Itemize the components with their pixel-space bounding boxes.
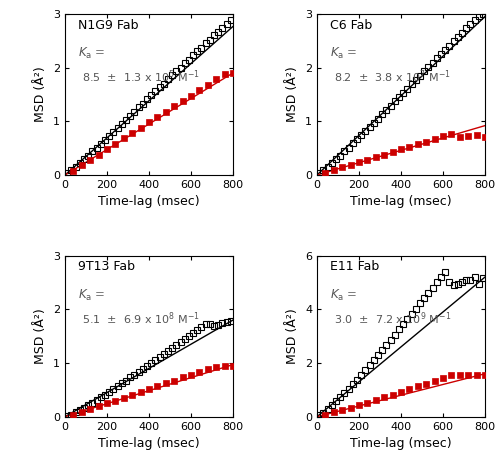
Y-axis label: MSD (Å²): MSD (Å²) [34,308,48,364]
X-axis label: Time-lag (msec): Time-lag (msec) [350,437,452,450]
Y-axis label: MSD (Å²): MSD (Å²) [286,67,300,122]
X-axis label: Time-lag (msec): Time-lag (msec) [350,195,452,208]
Text: 3.0  ±  7.2 x 10$^{9}$ M$^{-1}$: 3.0 ± 7.2 x 10$^{9}$ M$^{-1}$ [334,310,451,327]
Text: C6 Fab: C6 Fab [330,19,372,32]
Text: E11 Fab: E11 Fab [330,260,380,274]
Text: N1G9 Fab: N1G9 Fab [78,19,139,32]
Text: $K_{\mathrm{a}}$ =: $K_{\mathrm{a}}$ = [78,46,106,61]
Text: $K_{\mathrm{a}}$ =: $K_{\mathrm{a}}$ = [330,288,358,303]
Y-axis label: MSD (Å²): MSD (Å²) [286,308,300,364]
Y-axis label: MSD (Å²): MSD (Å²) [34,67,48,122]
Text: $K_{\mathrm{a}}$ =: $K_{\mathrm{a}}$ = [330,46,358,61]
Text: 5.1  ±  6.9 x 10$^{8}$ M$^{-1}$: 5.1 ± 6.9 x 10$^{8}$ M$^{-1}$ [82,310,200,327]
Text: 9T13 Fab: 9T13 Fab [78,260,136,274]
X-axis label: Time-lag (msec): Time-lag (msec) [98,195,200,208]
Text: $K_{\mathrm{a}}$ =: $K_{\mathrm{a}}$ = [78,288,106,303]
Text: 8.5  ±  1.3 x 10$^{5}$ M$^{-1}$: 8.5 ± 1.3 x 10$^{5}$ M$^{-1}$ [82,69,200,85]
X-axis label: Time-lag (msec): Time-lag (msec) [98,437,200,450]
Text: 8.2  ±  3.8 x 10$^{7}$ M$^{-1}$: 8.2 ± 3.8 x 10$^{7}$ M$^{-1}$ [334,69,451,85]
